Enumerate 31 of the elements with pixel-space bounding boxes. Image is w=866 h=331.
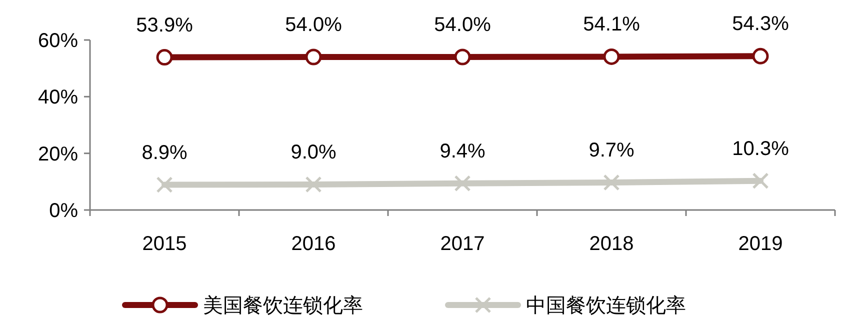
- data-label: 10.3%: [732, 138, 790, 160]
- legend-label: 美国餐饮连锁化率: [203, 294, 363, 317]
- y-tick-label: 20%: [38, 143, 78, 166]
- point: [752, 172, 769, 190]
- point: [603, 174, 620, 191]
- x-tick-label: 2016: [291, 233, 336, 255]
- point: [603, 48, 620, 65]
- y-tick-label: 40%: [38, 86, 78, 109]
- y-tick-label: 0%: [49, 200, 78, 222]
- data-label: 54.1%: [583, 14, 640, 36]
- point: [752, 48, 769, 64]
- point: [156, 176, 173, 194]
- data-label: 53.9%: [136, 14, 194, 36]
- x-tick-label: 2019: [738, 233, 783, 255]
- data-label: 9.4%: [440, 140, 486, 162]
- point: [305, 176, 322, 193]
- data-label: 54.0%: [285, 14, 342, 36]
- point: [454, 175, 471, 192]
- data-label: 54.0%: [434, 14, 492, 36]
- x-tick-label: 2015: [142, 233, 187, 255]
- point: [454, 48, 471, 66]
- x-tick-label: 2018: [589, 233, 634, 255]
- data-label: 9.7%: [588, 140, 635, 162]
- data-label: 54.3%: [732, 13, 790, 36]
- point: [305, 48, 322, 66]
- data-label: 8.9%: [142, 142, 188, 164]
- legend-label: 中国餐饮连锁化率: [526, 295, 686, 317]
- point: [156, 49, 173, 66]
- data-label: 9.0%: [290, 142, 337, 164]
- x-tick-label: 2017: [440, 233, 485, 255]
- y-tick-label: 60%: [38, 30, 78, 52]
